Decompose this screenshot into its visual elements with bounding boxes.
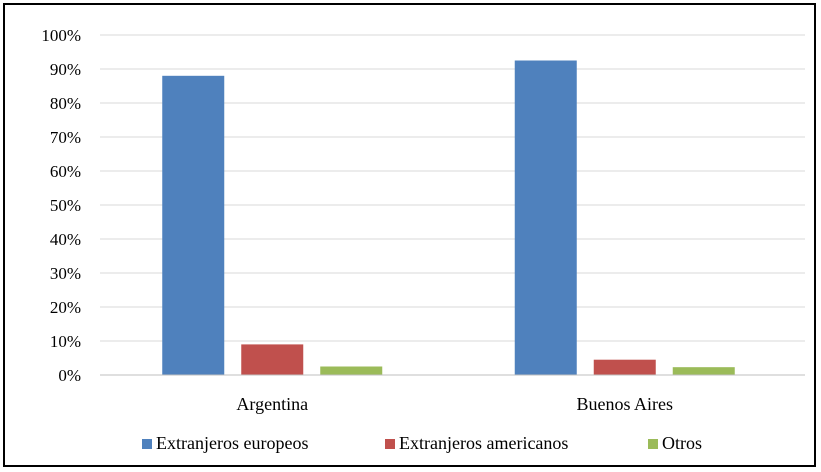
legend-swatch — [385, 439, 395, 449]
y-tick-label: 40% — [50, 230, 81, 249]
legend-label: Otros — [662, 433, 702, 453]
chart-frame — [3, 3, 816, 467]
y-tick-label: 100% — [41, 26, 81, 45]
bar-otros-buenos-aires — [672, 367, 735, 375]
y-axis-tick-labels: 0% 10% 20% 30% 40% 50% 60% 70% 80% 90% 100% — [41, 26, 81, 385]
y-tick-label: 70% — [50, 128, 81, 147]
legend-swatch — [648, 439, 658, 449]
bar-extranjeros-europeos-buenos-aires — [514, 60, 577, 375]
y-tick-label: 30% — [50, 264, 81, 283]
x-category-label: Argentina — [236, 394, 308, 414]
bar-extranjeros-americanos-buenos-aires — [593, 359, 656, 375]
legend: Extranjeros europeos Extranjeros american… — [142, 433, 702, 453]
x-category-label: Buenos Aires — [577, 394, 674, 414]
y-tick-label: 20% — [50, 298, 81, 317]
y-tick-label: 10% — [50, 332, 81, 351]
y-tick-label: 60% — [50, 162, 81, 181]
bars — [162, 60, 735, 376]
y-tick-label: 90% — [50, 60, 81, 79]
y-tick-label: 50% — [50, 196, 81, 215]
bar-extranjeros-europeos-argentina — [162, 75, 225, 376]
x-axis-category-labels: Argentina Buenos Aires — [236, 394, 673, 414]
legend-label: Extranjeros europeos — [156, 433, 308, 453]
bar-otros-argentina — [320, 366, 383, 375]
bar-extranjeros-americanos-argentina — [241, 344, 304, 375]
y-tick-label: 80% — [50, 94, 81, 113]
y-tick-label: 0% — [58, 366, 81, 385]
legend-label: Extranjeros americanos — [399, 433, 568, 453]
legend-swatch — [142, 439, 152, 449]
